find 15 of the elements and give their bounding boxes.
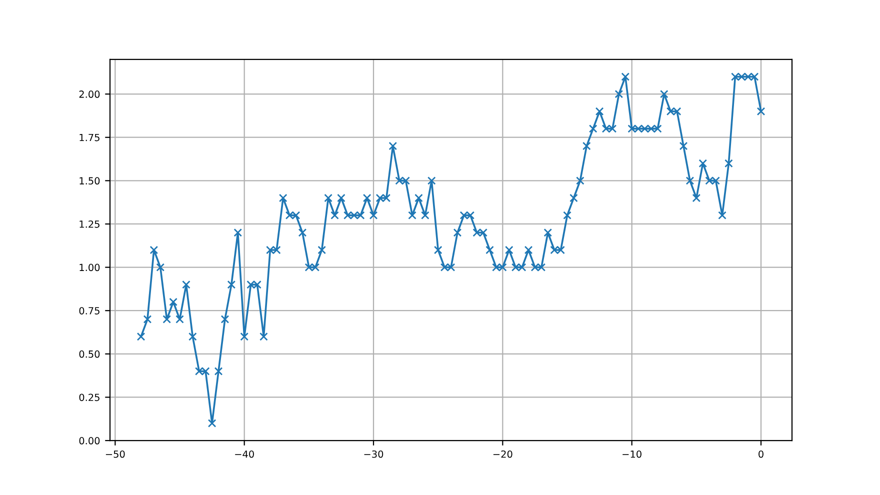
y-tick-label: 1.50 bbox=[80, 177, 100, 185]
y-tick-label: 1.00 bbox=[80, 264, 100, 272]
x-tick-label: −10 bbox=[622, 450, 642, 458]
y-tick-label: 1.25 bbox=[80, 220, 100, 228]
x-tick-label: −40 bbox=[235, 450, 254, 458]
y-tick-label: 2.00 bbox=[79, 90, 100, 98]
x-tick-label: −30 bbox=[364, 450, 384, 458]
x-tick-label: 0 bbox=[758, 450, 764, 458]
x-tick-label: −50 bbox=[106, 450, 125, 458]
y-tick-label: 0.00 bbox=[79, 437, 100, 444]
y-tick-label: 1.75 bbox=[80, 134, 100, 142]
x-tick-label: −20 bbox=[493, 450, 512, 458]
y-tick-label: 0.25 bbox=[79, 394, 100, 402]
y-tick-label: 0.50 bbox=[79, 350, 100, 358]
y-tick-label: 0.75 bbox=[79, 307, 100, 314]
